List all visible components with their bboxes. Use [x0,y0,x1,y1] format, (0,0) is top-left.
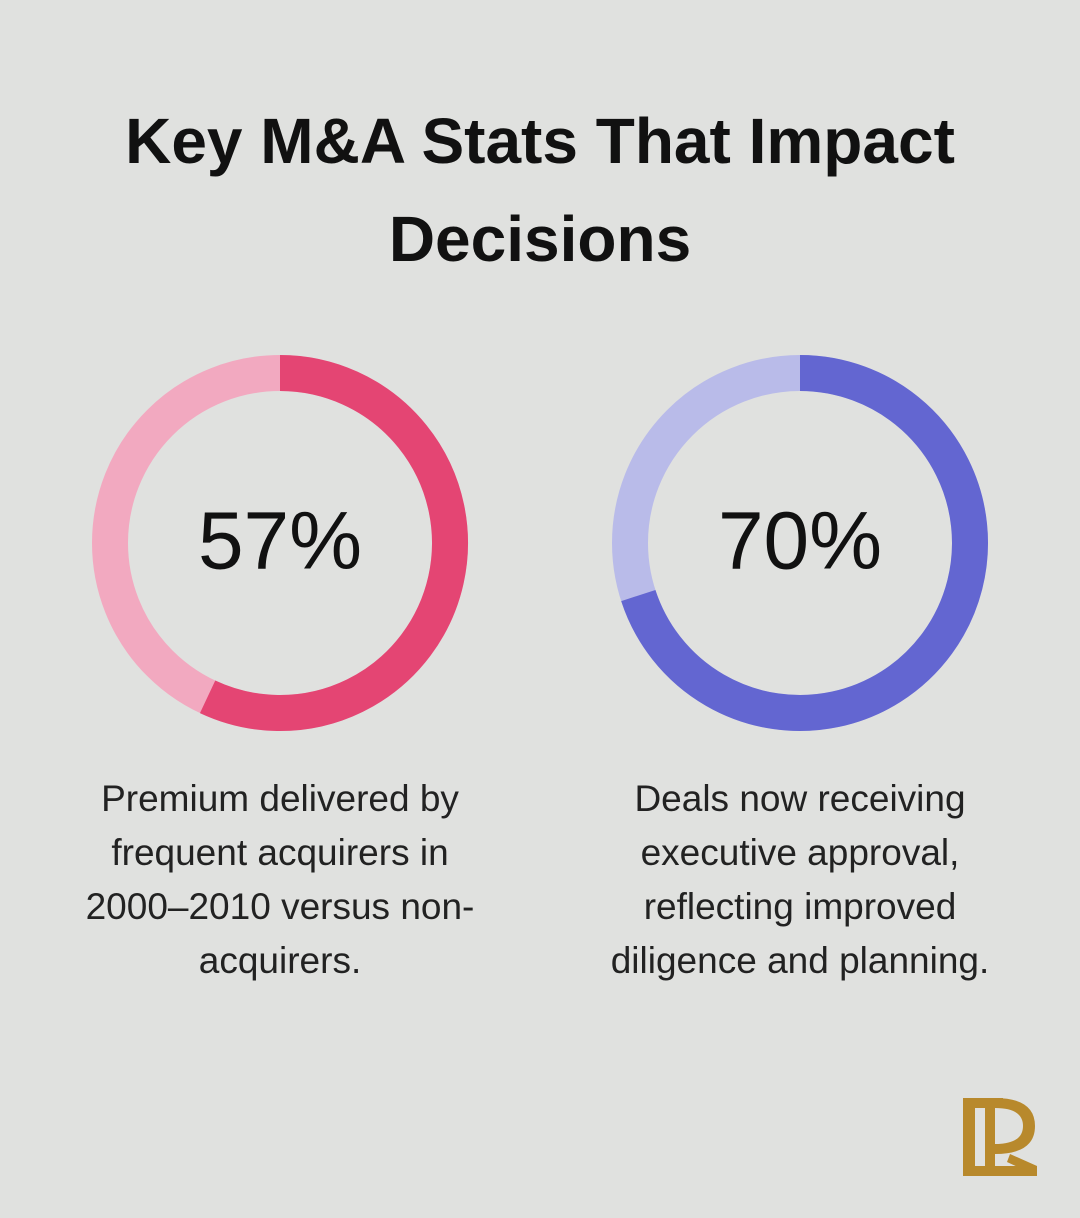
title: Key M&A Stats That Impact Decisions [125,105,955,275]
logo [963,1098,1037,1176]
donut-arc [621,355,988,731]
description: Deals now receiving executive approval, … [610,778,990,981]
donut-value-label: 70% [718,496,882,587]
donut-value-label: 57% [198,496,362,587]
donut-arc [199,355,468,731]
description: Premium delivered by frequent acquirers … [85,778,475,981]
